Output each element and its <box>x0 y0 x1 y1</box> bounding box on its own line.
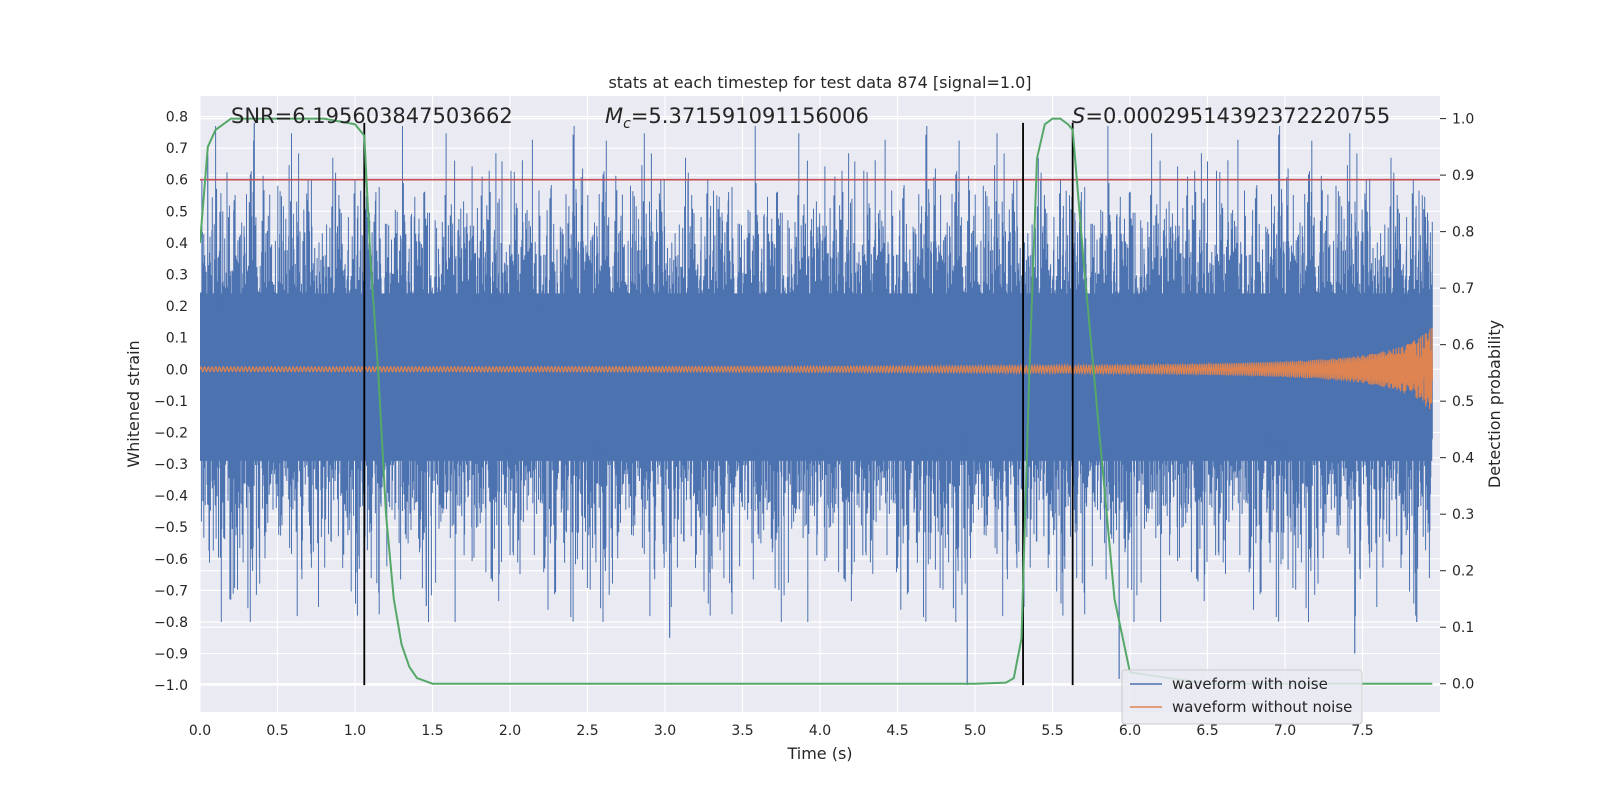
x-axis-ticks: 0.0 0.5 1.0 1.5 2.0 2.5 3.0 3.5 4.0 4.5 5.0 5.5 6.0 6… <box>189 723 1374 739</box>
y-tick-label: −0.4 <box>154 489 188 505</box>
y-tick-label: −1.0 <box>154 678 188 694</box>
y2-tick-label: 0.5 <box>1452 394 1474 410</box>
chirp-mass-annotation: Mc=5.371591091156006 <box>605 104 869 132</box>
y-tick-label: −0.3 <box>154 457 188 473</box>
y-tick-label: 0.7 <box>166 141 188 157</box>
chirp-mass-subscript: c <box>623 116 631 132</box>
y-tick-label: −0.7 <box>154 583 188 599</box>
y2-tick-label: 0.2 <box>1452 564 1474 580</box>
x-tick-label: 7.0 <box>1274 723 1296 739</box>
y2-tick-label: 0.0 <box>1452 677 1474 693</box>
chirp-waveform <box>200 327 1433 410</box>
x-tick-label: 1.0 <box>344 723 366 739</box>
chirp-trace <box>200 327 1433 410</box>
x-tick-label: 1.5 <box>421 723 443 739</box>
chart-title: stats at each timestep for test data 874… <box>608 73 1031 92</box>
y2-axis-label: Detection probability <box>1485 320 1504 488</box>
x-tick-label: 4.5 <box>886 723 908 739</box>
y2-tick-label: 0.7 <box>1452 281 1474 297</box>
snr-annotation: SNR=6.195603847503662 <box>231 104 513 128</box>
y2-tick-label: 0.8 <box>1452 225 1474 241</box>
y2-tick-label: 0.1 <box>1452 620 1474 636</box>
y2-tick-label: 0.9 <box>1452 168 1474 184</box>
x-tick-label: 7.5 <box>1351 723 1373 739</box>
chirp-mass-symbol: M <box>605 104 623 128</box>
x-tick-label: 0.0 <box>189 723 211 739</box>
legend-label-noise: waveform with noise <box>1172 675 1328 693</box>
y-tick-label: −0.6 <box>154 552 188 568</box>
y-tick-label: 0.3 <box>166 267 188 283</box>
s-annotation: S=0.00029514392372220755 <box>1072 104 1390 128</box>
y-tick-label: −0.2 <box>154 425 188 441</box>
y-tick-label: 0.5 <box>166 204 188 220</box>
y-tick-label: −0.9 <box>154 647 188 663</box>
chirp-mass-value: =5.371591091156006 <box>631 104 869 128</box>
y-tick-label: 0.1 <box>166 331 188 347</box>
x-axis-label: Time (s) <box>786 744 852 763</box>
y2-tick-label: 0.6 <box>1452 338 1474 354</box>
y-tick-label: −0.5 <box>154 520 188 536</box>
y2-tick-label: 0.3 <box>1452 507 1474 523</box>
legend-label-clean: waveform without noise <box>1172 698 1352 716</box>
x-tick-label: 2.5 <box>576 723 598 739</box>
legend-box <box>1121 669 1363 725</box>
x-tick-label: 3.0 <box>654 723 676 739</box>
y2-tick-label: 1.0 <box>1452 112 1474 128</box>
x-tick-label: 6.5 <box>1196 723 1218 739</box>
legend: waveform with noise waveform without noi… <box>1121 669 1363 725</box>
probability-layer <box>200 117 1433 685</box>
noise-waveform <box>200 122 1433 686</box>
x-tick-label: 0.5 <box>266 723 288 739</box>
y-tick-label: 0.6 <box>166 173 188 189</box>
probability-trace <box>200 117 1433 685</box>
y-axis-label: Whitened strain <box>124 340 143 467</box>
x-tick-label: 4.0 <box>809 723 831 739</box>
y-tick-label: 0.0 <box>166 362 188 378</box>
s-symbol: S <box>1072 104 1085 128</box>
x-tick-label: 5.5 <box>1041 723 1063 739</box>
right-axis-ticks: 1.0 0.9 0.8 0.7 0.6 0.5 0.4 0.3 0.2 0.1 0.0 <box>1440 112 1474 693</box>
x-tick-label: 3.5 <box>731 723 753 739</box>
left-axis-ticks: 0.8 0.7 0.6 0.5 0.4 0.3 0.2 0.1 0.0 −0.1 −0.2 −0.3 −… <box>154 110 188 695</box>
x-tick-label: 6.0 <box>1119 723 1141 739</box>
noise-trace <box>200 126 1433 622</box>
y-tick-label: −0.8 <box>154 615 188 631</box>
y-tick-label: 0.8 <box>166 110 188 126</box>
s-value: =0.00029514392372220755 <box>1085 104 1390 128</box>
y-tick-label: −0.1 <box>154 394 188 410</box>
y2-tick-label: 0.4 <box>1452 451 1474 467</box>
x-tick-label: 2.0 <box>499 723 521 739</box>
y-tick-label: 0.2 <box>166 299 188 315</box>
x-tick-label: 5.0 <box>964 723 986 739</box>
y-tick-label: 0.4 <box>166 236 188 252</box>
